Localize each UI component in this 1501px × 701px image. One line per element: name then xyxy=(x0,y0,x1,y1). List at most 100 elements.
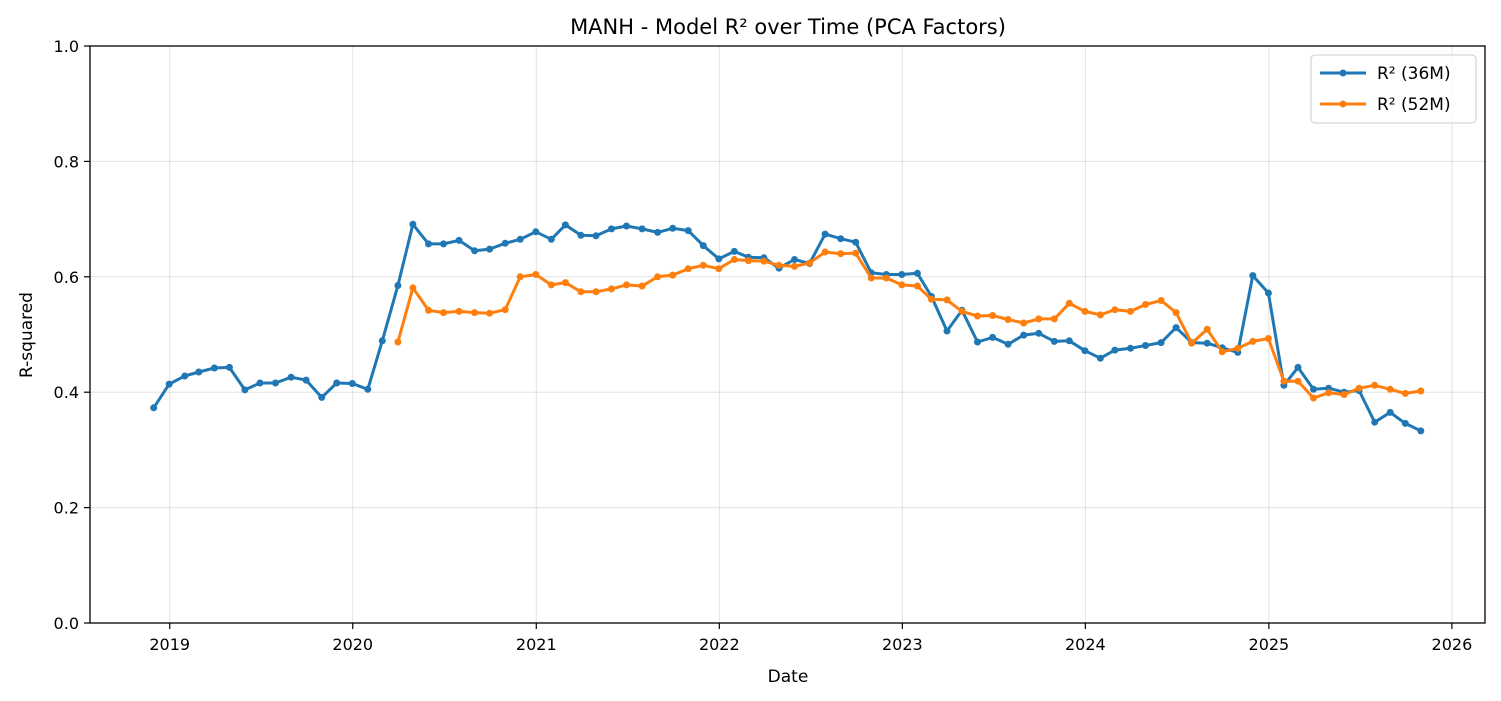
data-point xyxy=(165,380,173,388)
data-point xyxy=(1127,307,1134,315)
ticks: 2019 2020 2021 2022 2023 2024 2025 2026 0.0 0.2 0.… xyxy=(54,37,1473,654)
data-point xyxy=(547,281,555,289)
x-tick-label: 2024 xyxy=(1065,635,1106,654)
data-point xyxy=(577,288,585,296)
data-point xyxy=(623,281,630,289)
data-point xyxy=(486,309,494,317)
data-point xyxy=(1142,342,1149,349)
y-tick-label: 0.0 xyxy=(54,614,79,633)
data-point xyxy=(806,259,814,267)
x-tick-label: 2022 xyxy=(699,635,740,654)
data-point xyxy=(1050,337,1058,345)
data-point xyxy=(409,284,417,292)
data-point xyxy=(1172,309,1180,317)
data-point xyxy=(913,282,921,290)
data-point xyxy=(1386,385,1394,393)
data-point xyxy=(1172,324,1180,332)
data-point xyxy=(1401,389,1409,397)
data-point xyxy=(394,282,402,289)
data-point xyxy=(1417,427,1425,435)
data-point xyxy=(287,373,295,381)
data-point xyxy=(592,288,600,296)
data-point xyxy=(1310,394,1317,402)
x-tick-label: 2019 xyxy=(149,635,190,654)
data-point xyxy=(943,296,951,304)
data-point xyxy=(1050,315,1058,323)
data-point xyxy=(699,261,707,269)
data-point xyxy=(1325,389,1333,397)
data-point xyxy=(654,273,662,281)
data-point xyxy=(1203,339,1211,347)
data-point xyxy=(852,249,860,257)
data-point xyxy=(425,306,432,314)
data-point xyxy=(516,235,524,243)
data-point xyxy=(364,385,372,393)
data-point xyxy=(669,271,677,279)
data-point xyxy=(989,333,997,341)
x-tick-label: 2026 xyxy=(1432,635,1473,654)
data-point xyxy=(455,236,463,244)
data-point xyxy=(913,269,921,277)
data-point xyxy=(1294,377,1302,385)
data-point xyxy=(821,248,829,256)
chart-title: MANH - Model R² over Time (PCA Factors) xyxy=(570,15,1006,39)
data-point xyxy=(1340,391,1348,398)
data-point xyxy=(974,312,981,320)
data-point xyxy=(1111,346,1119,354)
series xyxy=(150,220,1425,435)
data-point xyxy=(1157,297,1165,304)
data-point xyxy=(1081,347,1089,355)
data-point xyxy=(592,232,600,240)
data-point xyxy=(1096,354,1104,362)
data-point xyxy=(898,281,906,289)
data-point xyxy=(1203,325,1211,333)
data-point xyxy=(989,312,997,319)
data-point xyxy=(1371,381,1379,389)
x-tick-label: 2020 xyxy=(332,635,373,654)
data-point xyxy=(471,309,479,317)
data-point xyxy=(225,363,233,371)
data-point xyxy=(775,261,783,269)
data-point xyxy=(440,240,447,248)
y-tick-label: 0.8 xyxy=(54,152,79,171)
data-point xyxy=(577,231,585,239)
data-point xyxy=(837,250,845,258)
data-point xyxy=(150,404,158,412)
data-point xyxy=(744,257,752,265)
plot-frame xyxy=(89,45,1486,624)
data-point xyxy=(1004,316,1012,323)
data-point xyxy=(699,242,707,250)
data-point xyxy=(501,239,509,247)
data-point xyxy=(501,306,509,314)
data-point xyxy=(1294,363,1302,371)
data-point xyxy=(1020,331,1028,339)
data-point xyxy=(1142,301,1149,308)
data-point xyxy=(1020,319,1028,327)
x-axis-label: Date xyxy=(768,667,809,687)
data-point xyxy=(715,265,723,273)
data-point xyxy=(654,228,662,236)
data-point xyxy=(1417,387,1425,395)
x-tick-label: 2021 xyxy=(516,635,557,654)
data-point xyxy=(1249,272,1257,280)
data-point xyxy=(547,235,555,243)
data-point xyxy=(684,227,692,235)
data-point xyxy=(1096,311,1104,319)
data-point xyxy=(852,238,860,246)
data-point xyxy=(608,225,615,233)
data-point xyxy=(1157,339,1165,347)
data-point xyxy=(730,247,738,255)
data-point xyxy=(821,230,829,238)
data-point xyxy=(440,309,447,317)
data-point xyxy=(898,271,906,278)
legend-label-36m: R² (36M) xyxy=(1377,64,1451,84)
data-point xyxy=(181,372,189,380)
data-point xyxy=(272,379,279,387)
data-point xyxy=(638,225,646,233)
data-point xyxy=(425,240,432,248)
y-tick-label: 0.4 xyxy=(54,383,79,402)
y-tick-label: 0.6 xyxy=(54,268,79,287)
data-point xyxy=(210,364,218,372)
data-point xyxy=(927,295,935,303)
data-point xyxy=(882,274,890,282)
